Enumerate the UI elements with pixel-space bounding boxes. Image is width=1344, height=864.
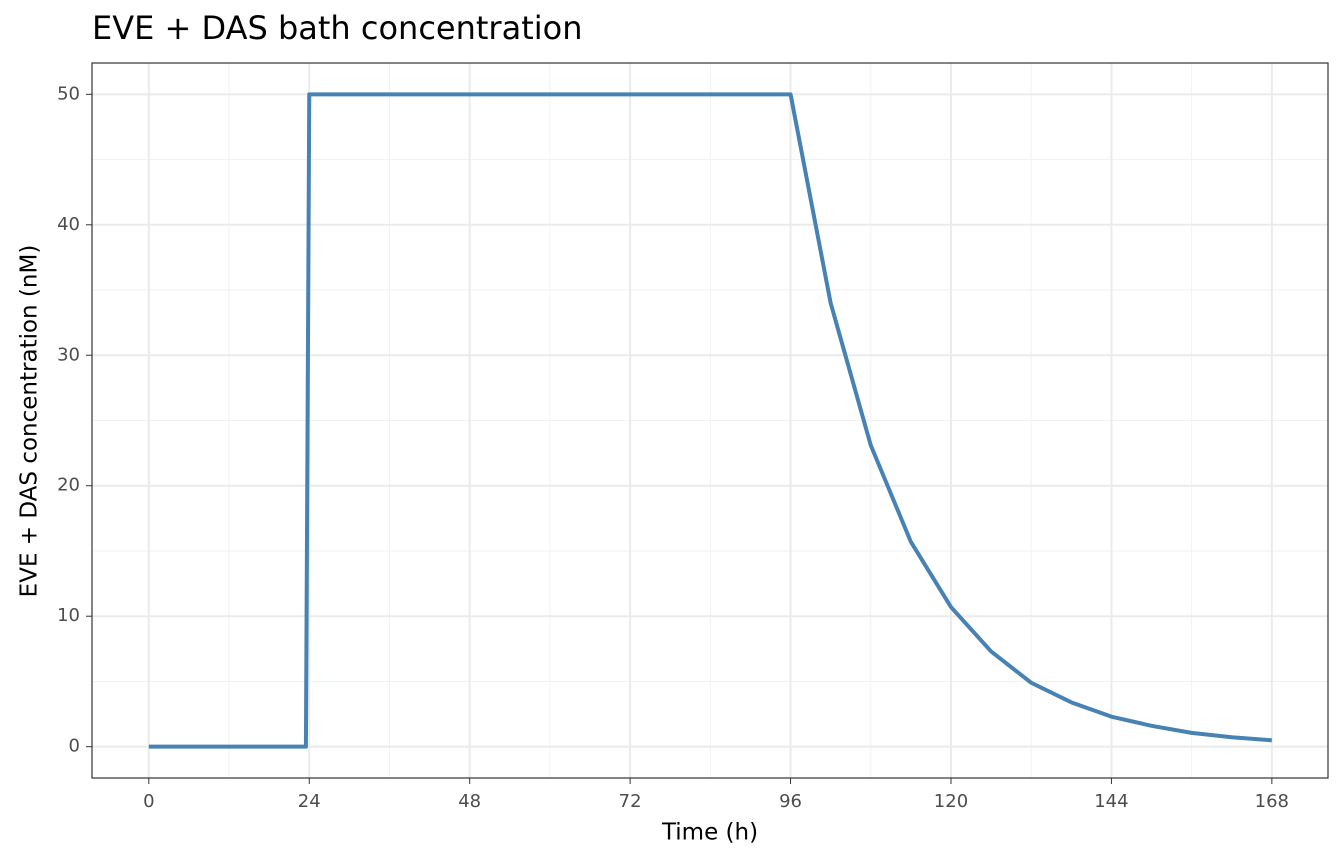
y-tick-label: 0	[69, 736, 80, 757]
x-tick-label: 144	[1094, 791, 1128, 812]
y-tick-label: 40	[57, 214, 80, 235]
y-tick-label: 20	[57, 475, 80, 496]
x-tick-label: 120	[934, 791, 968, 812]
y-tick-label: 30	[57, 344, 80, 365]
x-tick-label: 168	[1255, 791, 1289, 812]
y-axis-title: EVE + DAS concentration (nM)	[17, 245, 43, 598]
data-line	[148, 92, 1272, 749]
x-axis-title: Time (h)	[661, 820, 758, 846]
chart-title: EVE + DAS bath concentration	[92, 9, 582, 47]
y-tick-label: 50	[57, 83, 80, 104]
x-tick-label: 0	[143, 791, 154, 812]
panel-border	[91, 62, 1329, 779]
x-tick-label: 24	[298, 791, 321, 812]
x-tick-label: 48	[458, 791, 481, 812]
x-tick-label: 72	[619, 791, 642, 812]
y-tick-label: 10	[57, 605, 80, 626]
x-tick-label: 96	[779, 791, 802, 812]
